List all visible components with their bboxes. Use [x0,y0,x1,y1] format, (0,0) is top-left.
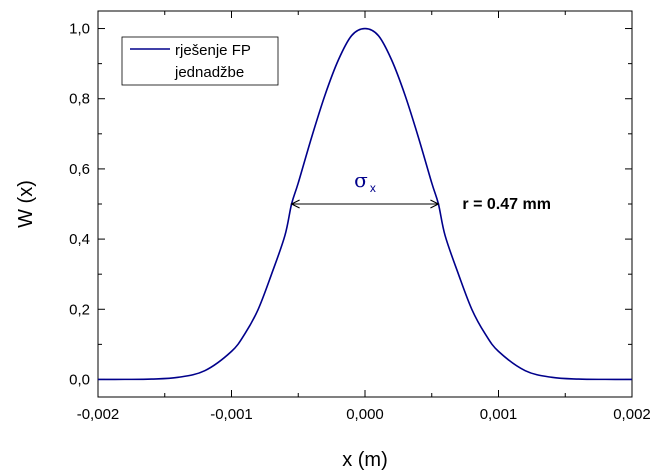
y-tick-label: 0,6 [69,161,90,178]
legend-entry-line2: jednadžbe [174,64,244,81]
x-tick-label: 0,000 [346,406,384,423]
y-tick-label: 1,0 [69,21,90,38]
sigma-arrowhead-left [290,199,300,209]
legend-entry-line1: rješenje FP [175,42,251,59]
x-tick-label: -0,001 [210,406,253,423]
x-tick-label: -0,002 [77,406,120,423]
x-axis-ticks: -0,002 -0,001 0,000 0,001 0,002 [77,11,651,423]
legend: rješenje FP jednadžbe [121,36,279,86]
x-axis-title: x (m) [342,449,388,471]
sigma-subscript: x [370,181,376,195]
x-tick-label: 0,001 [480,406,518,423]
radius-label: r = 0.47 mm [462,196,551,213]
y-axis-title: W (x) [15,180,37,228]
x-tick-label: 0,002 [613,406,651,423]
y-tick-label: 0,0 [69,371,90,388]
legend-box [121,36,279,86]
y-tick-label: 0,2 [69,301,90,318]
y-axis-ticks: 0,0 0,2 0,4 0,6 0,8 1,0 [69,21,632,388]
sigma-symbol: σ [354,168,368,192]
y-tick-label: 0,4 [69,231,90,248]
series-line-fp-solution [97,27,633,381]
y-tick-label: 0,8 [69,91,90,108]
sigma-arrowhead-right [430,199,440,209]
series-group [97,27,633,381]
